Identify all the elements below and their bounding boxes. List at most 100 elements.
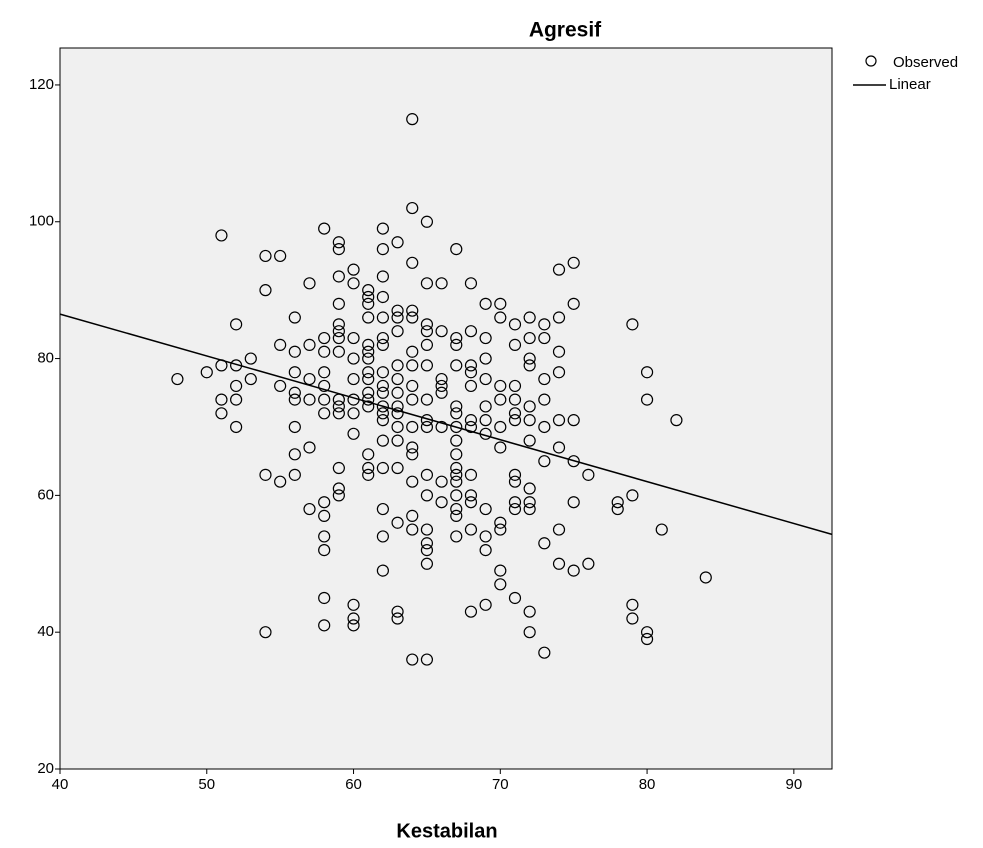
y-tick-label: 120 — [29, 76, 54, 93]
data-point — [479, 598, 492, 611]
data-point — [391, 407, 404, 420]
data-point — [332, 345, 345, 358]
data-point — [391, 236, 404, 249]
y-tick-label: 20 — [37, 760, 54, 777]
data-point — [450, 448, 463, 461]
data-point — [318, 222, 331, 235]
data-point — [259, 284, 272, 297]
data-point — [376, 386, 389, 399]
data-point — [464, 605, 478, 618]
data-point — [450, 461, 463, 475]
legend-label: Linear — [889, 76, 931, 93]
data-point — [332, 325, 345, 338]
data-point — [244, 352, 257, 365]
data-point — [464, 414, 478, 427]
data-point — [538, 420, 551, 434]
data-point — [552, 366, 566, 379]
data-point — [362, 400, 375, 413]
fit-line — [59, 313, 833, 536]
data-point — [362, 311, 375, 324]
data-point — [494, 516, 507, 529]
data-point — [318, 530, 331, 543]
data-point — [376, 270, 389, 283]
data-point — [391, 325, 404, 338]
data-point — [406, 359, 419, 372]
data-point — [420, 338, 434, 351]
data-point — [259, 249, 272, 263]
y-tick-label: 60 — [37, 486, 54, 503]
y-tick-label: 80 — [37, 350, 54, 367]
data-point — [347, 619, 360, 632]
data-point — [582, 557, 595, 570]
data-point — [479, 297, 492, 310]
data-point — [464, 277, 478, 290]
legend-label: Observed — [893, 54, 958, 71]
data-point — [538, 455, 551, 468]
plot-area — [59, 47, 833, 770]
data-point — [508, 318, 522, 331]
y-tick-label: 40 — [37, 623, 54, 640]
data-point — [523, 414, 536, 427]
data-point — [362, 386, 375, 399]
x-tick-label: 60 — [345, 776, 362, 793]
data-point — [464, 359, 478, 372]
data-point — [391, 461, 404, 475]
data-point — [376, 434, 389, 447]
data-point — [479, 352, 492, 365]
data-point — [332, 482, 345, 495]
data-point — [435, 379, 448, 393]
data-point — [215, 229, 228, 242]
data-point — [567, 414, 580, 427]
data-point — [552, 523, 566, 536]
data-point — [450, 407, 463, 420]
data-point — [567, 564, 580, 577]
data-point — [450, 420, 463, 434]
data-point — [508, 591, 522, 605]
data-point — [318, 619, 331, 632]
data-point — [494, 441, 507, 454]
data-point — [567, 455, 580, 468]
data-point — [362, 393, 375, 406]
data-point — [523, 605, 536, 618]
data-point — [450, 338, 463, 351]
data-point — [406, 653, 419, 666]
data-point — [420, 653, 434, 666]
data-point — [552, 557, 566, 570]
data-point — [362, 338, 375, 351]
data-point — [347, 407, 360, 420]
data-point — [274, 249, 287, 263]
data-point — [230, 379, 243, 393]
data-point — [420, 420, 434, 434]
data-point — [406, 201, 419, 215]
data-point — [376, 564, 389, 577]
data-point — [362, 284, 375, 297]
data-point — [494, 578, 507, 591]
data-point — [215, 393, 228, 406]
data-point — [230, 393, 243, 406]
data-point — [435, 420, 448, 434]
data-point — [303, 502, 316, 516]
data-point — [435, 325, 448, 338]
data-point — [508, 496, 522, 509]
data-point — [626, 612, 639, 625]
data-point — [435, 496, 448, 509]
data-point — [318, 366, 331, 379]
data-point — [420, 359, 434, 372]
data-point — [347, 277, 360, 290]
data-point — [552, 441, 566, 454]
data-point — [259, 626, 272, 639]
data-point — [347, 372, 360, 386]
data-point — [318, 345, 331, 358]
data-point — [303, 393, 316, 406]
data-point — [391, 400, 404, 413]
data-point — [523, 331, 536, 345]
data-point — [406, 345, 419, 358]
data-point — [464, 496, 478, 509]
data-point — [699, 571, 712, 584]
data-point — [230, 318, 243, 331]
x-axis-label: Kestabilan — [396, 820, 497, 842]
data-point — [450, 530, 463, 543]
data-point — [552, 311, 566, 324]
data-point — [362, 297, 375, 310]
